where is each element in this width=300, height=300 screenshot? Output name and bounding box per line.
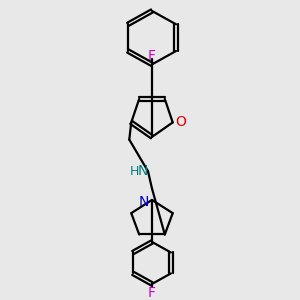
Text: H: H (130, 165, 139, 178)
Text: N: N (138, 164, 148, 178)
Text: F: F (148, 286, 156, 299)
Text: O: O (175, 116, 186, 129)
Text: F: F (148, 49, 156, 63)
Text: N: N (139, 195, 149, 209)
